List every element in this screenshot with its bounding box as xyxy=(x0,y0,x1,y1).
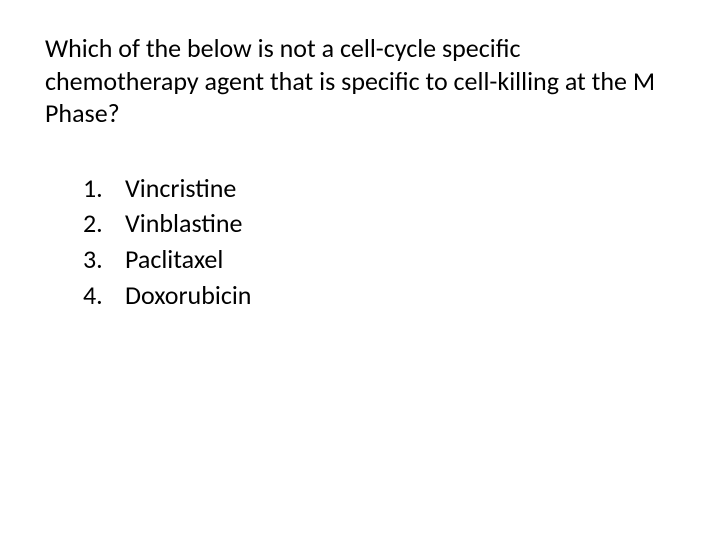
question-text: Which of the below is not a cell-cycle s… xyxy=(45,32,675,130)
option-number: 4. xyxy=(83,279,123,313)
option-item: 2. Vinblastine xyxy=(83,207,675,241)
option-item: 3. Paclitaxel xyxy=(83,243,675,277)
option-item: 4. Doxorubicin xyxy=(83,279,675,313)
slide-container: Which of the below is not a cell-cycle s… xyxy=(0,0,720,347)
option-text: Doxorubicin xyxy=(123,279,251,313)
option-text: Vinblastine xyxy=(123,207,242,241)
option-item: 1. Vincristine xyxy=(83,172,675,206)
option-number: 1. xyxy=(83,172,123,206)
option-text: Vincristine xyxy=(123,172,236,206)
option-number: 3. xyxy=(83,243,123,277)
options-list: 1. Vincristine 2. Vinblastine 3. Paclita… xyxy=(45,172,675,313)
option-text: Paclitaxel xyxy=(123,243,223,277)
option-number: 2. xyxy=(83,207,123,241)
